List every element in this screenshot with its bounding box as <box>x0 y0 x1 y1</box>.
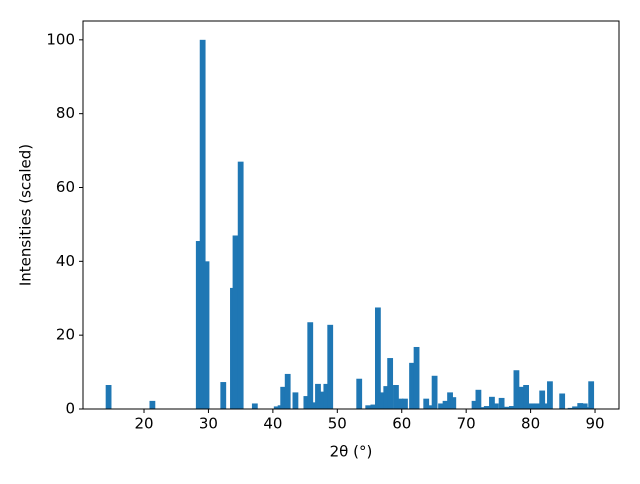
bar <box>438 403 444 409</box>
bar <box>489 396 495 409</box>
bar <box>356 378 363 409</box>
bar <box>518 386 524 409</box>
x-axis-label: 2θ (°) <box>330 443 373 461</box>
bar <box>195 241 202 409</box>
bar <box>523 385 529 409</box>
x-tick-label: 30 <box>199 415 218 433</box>
bar <box>447 392 453 409</box>
y-tick-label: 100 <box>46 30 75 48</box>
x-tick-label: 20 <box>134 415 153 433</box>
bar <box>513 370 520 409</box>
bar <box>572 406 578 409</box>
bar <box>237 161 244 409</box>
bar <box>475 389 482 409</box>
x-tick-label: 90 <box>585 415 604 433</box>
x-tick-label: 60 <box>392 415 411 433</box>
bar <box>409 362 415 409</box>
bar <box>370 404 377 409</box>
bar <box>534 403 540 409</box>
bar <box>402 398 408 409</box>
x-tick-label: 40 <box>263 415 282 433</box>
bar <box>528 403 535 409</box>
bar <box>284 373 291 409</box>
bar <box>303 396 310 409</box>
y-tick-label: 0 <box>65 400 75 418</box>
bar <box>504 406 511 409</box>
x-tick-label: 70 <box>457 415 476 433</box>
bar <box>105 385 112 409</box>
bar <box>323 383 330 409</box>
y-tick-label: 40 <box>56 252 75 270</box>
bar <box>375 307 381 409</box>
bar <box>319 391 326 409</box>
bar <box>203 261 210 409</box>
bar <box>311 402 318 409</box>
bar <box>471 400 478 409</box>
y-tick-label: 80 <box>56 104 75 122</box>
bar <box>413 346 420 409</box>
bar <box>588 381 595 409</box>
bar <box>397 398 404 409</box>
bar <box>232 235 239 409</box>
bar <box>431 375 438 409</box>
bar <box>251 403 258 409</box>
bar <box>427 405 434 409</box>
bar <box>273 406 280 409</box>
bar <box>199 39 206 409</box>
plot-frame <box>82 20 620 410</box>
bar <box>547 381 553 409</box>
bar <box>581 403 588 409</box>
bar <box>567 407 574 409</box>
bar <box>509 406 515 409</box>
bar <box>280 386 287 409</box>
bar <box>498 397 505 409</box>
bar <box>315 383 321 409</box>
x-tick-label: 80 <box>521 415 540 433</box>
bar <box>307 322 314 409</box>
bar <box>442 400 449 409</box>
y-axis-label: Intensities (scaled) <box>17 144 35 286</box>
bar <box>483 406 490 409</box>
bar <box>292 392 299 409</box>
bar <box>383 386 390 409</box>
bar <box>492 403 499 409</box>
bar <box>378 392 385 409</box>
bar <box>149 400 156 409</box>
bar <box>577 403 584 409</box>
bar <box>327 324 334 409</box>
bar <box>393 385 399 409</box>
y-tick-label: 20 <box>56 326 75 344</box>
bar <box>365 405 372 409</box>
bar <box>423 398 430 409</box>
bar <box>539 390 546 409</box>
bar <box>220 382 227 409</box>
bar <box>450 397 457 409</box>
bar <box>480 407 486 409</box>
x-tick-label: 50 <box>328 415 347 433</box>
bar <box>559 393 566 409</box>
y-tick-label: 60 <box>56 178 75 196</box>
bar <box>387 358 394 409</box>
